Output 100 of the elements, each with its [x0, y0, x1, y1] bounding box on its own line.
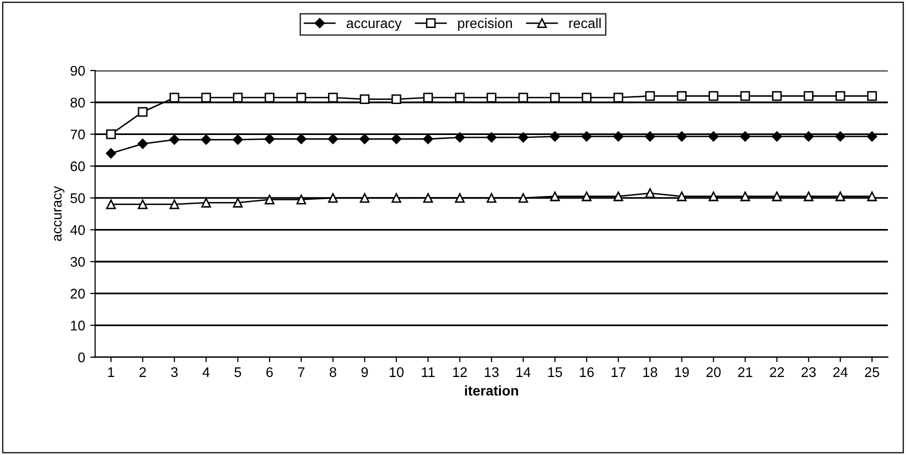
point: [550, 131, 560, 142]
point: [772, 91, 782, 101]
legend-label: recall: [569, 18, 601, 28]
point: [582, 191, 592, 202]
point: [550, 191, 560, 202]
x-tick-label: 8: [330, 367, 336, 378]
x-tick-label: 18: [643, 367, 658, 378]
point: [422, 134, 434, 144]
x-tick-label: 3: [171, 367, 178, 378]
point: [518, 132, 528, 143]
point: [106, 129, 116, 140]
point: [835, 91, 846, 101]
x-tick-label: 19: [675, 367, 689, 378]
point: [328, 92, 338, 102]
point: [170, 92, 180, 102]
point: [613, 191, 624, 202]
point: [550, 92, 560, 102]
x-tick-label: 12: [453, 367, 467, 377]
point: [170, 199, 180, 210]
point: [866, 131, 878, 142]
point: [360, 94, 370, 104]
point: [676, 191, 687, 202]
point: [644, 131, 656, 142]
point: [360, 193, 370, 203]
x-tick-label: 13: [484, 367, 499, 378]
point: [518, 92, 528, 102]
point: [106, 148, 116, 158]
point: [264, 194, 274, 204]
point: [582, 92, 592, 102]
x-tick-label: 22: [770, 367, 784, 377]
point: [138, 199, 148, 210]
point: [328, 134, 338, 144]
point: [804, 91, 814, 101]
y-tick-label: 10: [71, 320, 85, 330]
x-tick-label: 9: [361, 367, 368, 378]
x-tick-label: 15: [548, 367, 562, 378]
x-tick-label: 5: [234, 367, 242, 378]
point: [486, 132, 497, 143]
x-tick-label: 7: [298, 367, 304, 377]
y-tick-label: 50: [70, 193, 85, 204]
y-tick-label: 70: [70, 130, 85, 140]
point: [867, 91, 877, 101]
point: [486, 92, 496, 102]
point: [201, 134, 212, 145]
point: [232, 92, 243, 102]
y-tick-label: 80: [70, 98, 85, 108]
y-tick-label: 30: [70, 256, 85, 267]
y-tick-label: 40: [70, 225, 85, 235]
point: [676, 91, 687, 101]
x-tick-label: 1: [108, 367, 114, 377]
point: [867, 191, 877, 202]
y-tick-label: 0: [78, 352, 85, 362]
x-tick-label: 24: [833, 367, 848, 377]
x-axis-title: iteration: [465, 385, 518, 396]
point: [169, 134, 180, 145]
point: [582, 131, 592, 142]
point: [264, 134, 275, 144]
point: [613, 131, 624, 142]
point: [360, 134, 370, 144]
point: [803, 131, 814, 142]
point: [296, 134, 306, 144]
x-tick-label: 10: [390, 367, 404, 378]
x-tick-label: 11: [422, 367, 435, 377]
x-tick-label: 14: [516, 367, 531, 377]
point: [645, 91, 655, 101]
point: [740, 191, 750, 202]
x-tick-label: 23: [802, 367, 816, 378]
point: [835, 131, 846, 142]
point: [486, 193, 496, 203]
point: [740, 91, 750, 101]
point: [708, 131, 719, 142]
point: [613, 92, 624, 102]
x-tick-label: 20: [706, 367, 721, 378]
point: [138, 107, 148, 117]
point: [423, 92, 433, 102]
point: [708, 191, 718, 202]
y-tick-label: 20: [70, 288, 85, 299]
point: [772, 191, 782, 202]
x-tick-label: 17: [612, 367, 626, 377]
legend-label: accuracy: [346, 20, 402, 31]
point: [296, 92, 306, 102]
y-axis-title: accuracy: [54, 186, 64, 242]
point: [454, 193, 465, 203]
point: [296, 194, 306, 204]
y-tick-label: 90: [70, 66, 85, 76]
point: [392, 94, 402, 104]
point: [391, 134, 402, 144]
x-tick-label: 16: [580, 367, 594, 378]
point: [201, 198, 211, 208]
point: [645, 188, 655, 198]
point: [740, 131, 750, 142]
point: [106, 199, 116, 210]
point: [232, 134, 243, 145]
point: [835, 191, 846, 202]
point: [708, 91, 718, 101]
point: [804, 191, 814, 202]
point: [232, 198, 243, 208]
point: [518, 193, 528, 203]
point: [454, 92, 465, 102]
point: [423, 193, 433, 203]
